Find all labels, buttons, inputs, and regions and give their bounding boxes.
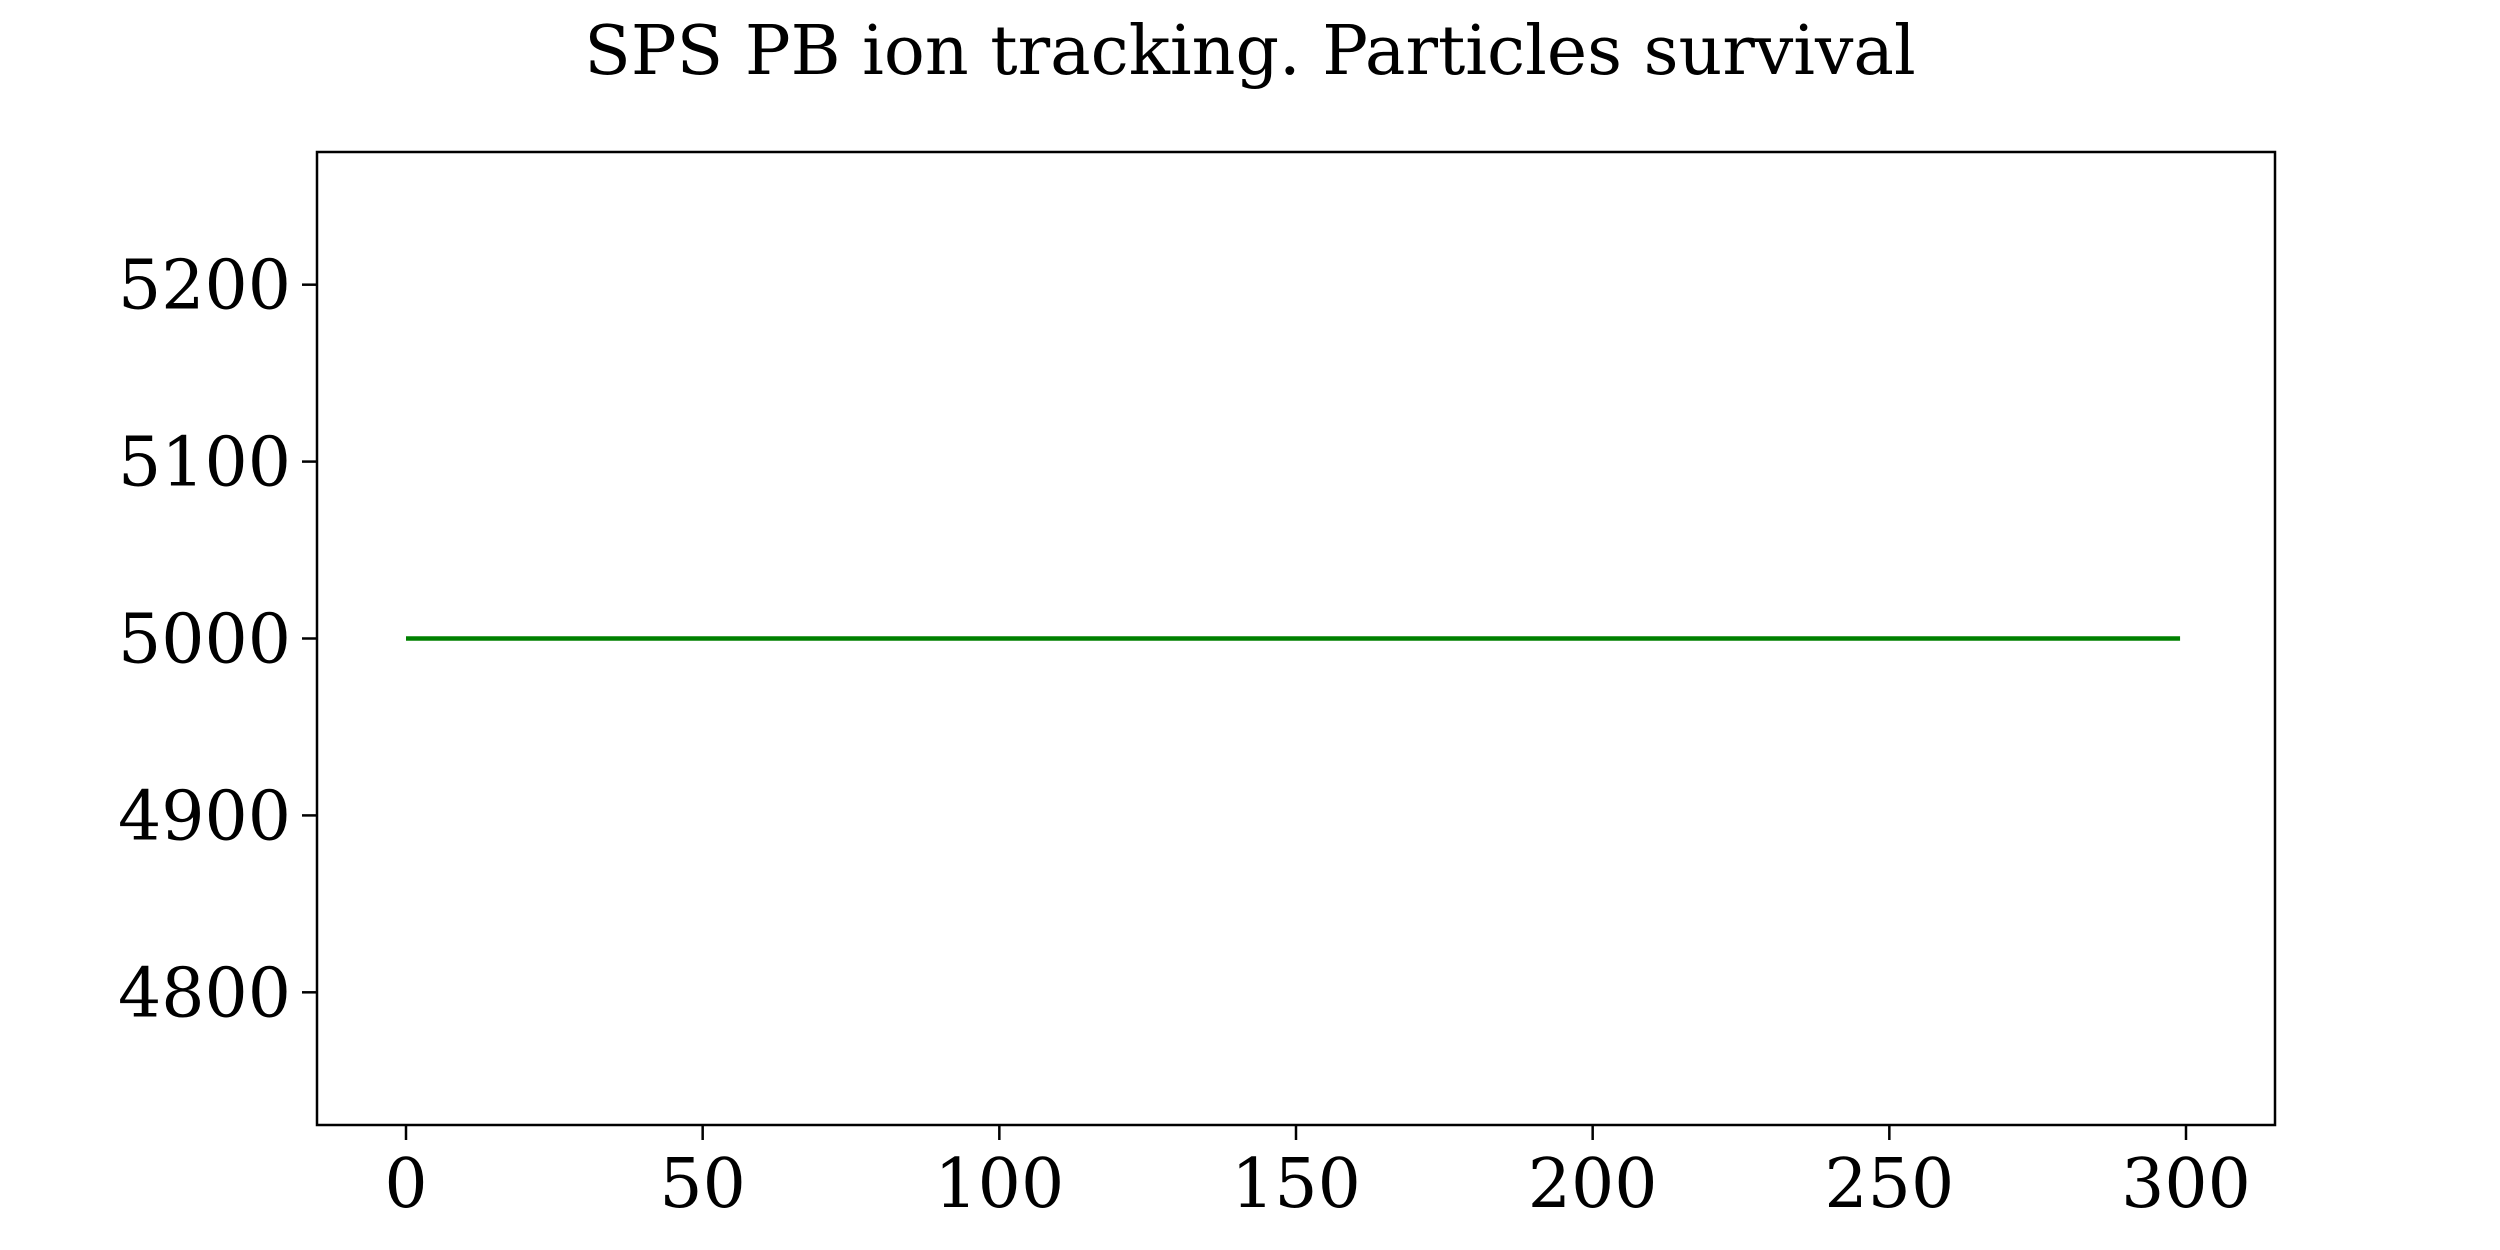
x-tick-label: 0	[384, 1145, 427, 1224]
x-tick-label: 50	[659, 1145, 746, 1224]
x-axis: 0 50 100 150 200 250 300	[384, 1125, 2251, 1224]
x-tick-label: 150	[1231, 1145, 1361, 1224]
x-tick-label: 250	[1824, 1145, 1954, 1224]
y-tick-label: 4900	[118, 777, 291, 856]
y-tick-label: 5000	[118, 601, 291, 680]
y-tick-label: 5100	[118, 424, 291, 503]
y-axis: 4800 4900 5000 5100 5200	[118, 247, 317, 1033]
chart-title: SPS PB ion tracking. Particles survival	[584, 12, 1915, 91]
y-tick-label: 5200	[118, 247, 291, 326]
x-tick-label: 300	[2121, 1145, 2251, 1224]
y-tick-label: 4800	[118, 954, 291, 1033]
x-tick-label: 100	[934, 1145, 1064, 1224]
x-tick-label: 200	[1528, 1145, 1658, 1224]
